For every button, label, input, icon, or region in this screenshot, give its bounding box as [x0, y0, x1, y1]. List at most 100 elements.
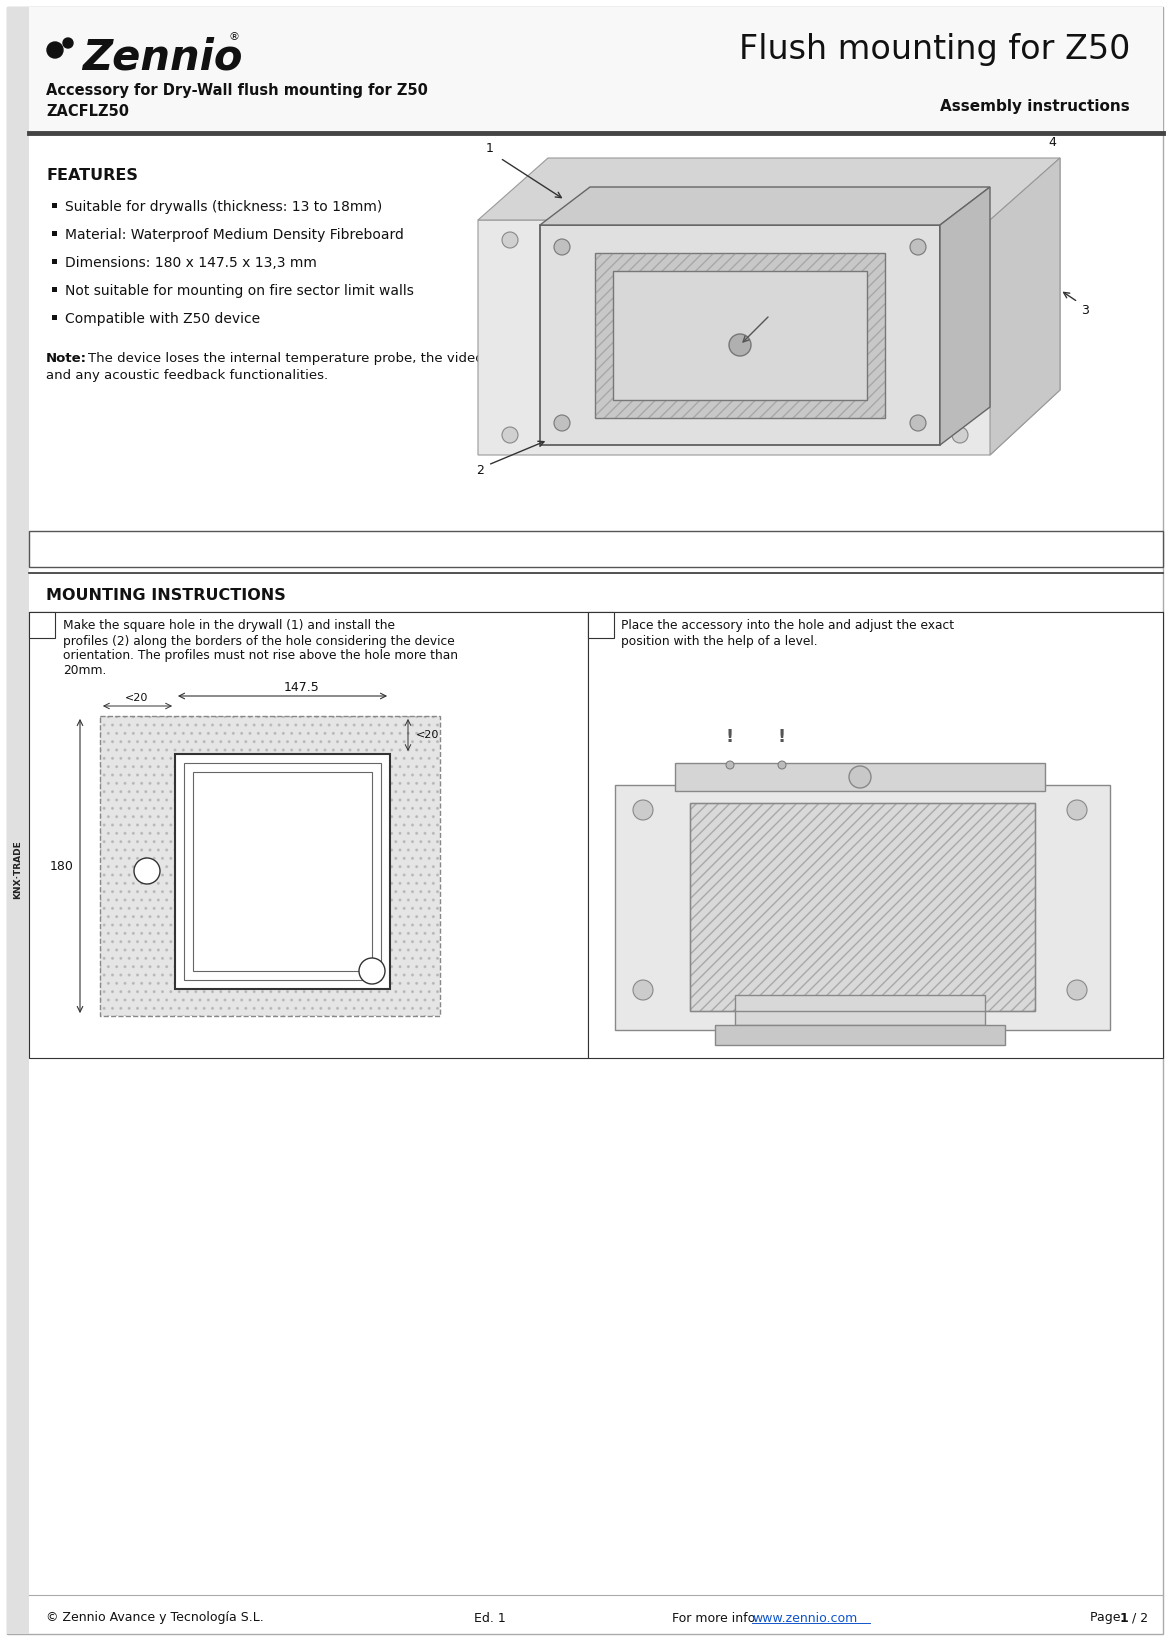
Text: Ed. 1: Ed. 1	[474, 1611, 505, 1625]
Text: ®: ®	[228, 33, 239, 43]
Circle shape	[910, 240, 925, 254]
Bar	[51, 231, 57, 236]
Circle shape	[63, 38, 73, 48]
Bar	[99, 715, 440, 1016]
Circle shape	[135, 858, 160, 884]
Bar	[51, 203, 57, 208]
Text: Dimensions: 180 x 147.5 x 13,3 mm: Dimensions: 180 x 147.5 x 13,3 mm	[66, 256, 317, 271]
Bar	[29, 7, 1163, 135]
Text: Even surface: Even surface	[727, 543, 812, 556]
Text: 4.: 4.	[880, 543, 894, 556]
Text: Make the square hole in the drywall (1) and install the: Make the square hole in the drywall (1) …	[63, 620, 395, 632]
Text: Compatible with Z50 device: Compatible with Z50 device	[66, 312, 260, 327]
Text: © Zennio Avance y Tecnología S.L.: © Zennio Avance y Tecnología S.L.	[46, 1611, 263, 1625]
Circle shape	[778, 761, 786, 770]
Circle shape	[849, 766, 870, 788]
Text: and any acoustic feedback functionalities.: and any acoustic feedback functionalitie…	[46, 369, 328, 382]
Text: KNX·TRADE: KNX·TRADE	[14, 840, 22, 899]
Polygon shape	[940, 187, 990, 445]
Polygon shape	[479, 158, 1060, 220]
Bar	[589, 612, 1163, 1058]
Bar	[541, 225, 940, 445]
Text: 2.: 2.	[345, 543, 359, 556]
Bar	[51, 315, 57, 320]
Text: Zennio: Zennio	[82, 38, 242, 79]
Text: Page.: Page.	[1090, 1611, 1129, 1625]
Text: Note:: Note:	[46, 353, 87, 364]
Text: 20mm.: 20mm.	[63, 665, 106, 678]
Text: www.zennio.com: www.zennio.com	[752, 1611, 858, 1625]
Text: !: !	[778, 729, 786, 747]
Text: FEATURES: FEATURES	[46, 169, 138, 184]
Bar	[51, 259, 57, 264]
Bar	[690, 802, 1035, 1011]
Text: 2: 2	[597, 619, 606, 632]
Text: 1: 1	[369, 967, 376, 976]
Bar	[7, 7, 29, 1634]
Text: Suitable for drywalls (thickness: 13 to 18mm): Suitable for drywalls (thickness: 13 to …	[66, 200, 383, 213]
Text: Orientation mark: Orientation mark	[896, 543, 1010, 556]
Bar	[675, 763, 1045, 791]
Text: ZACFLZ50: ZACFLZ50	[46, 103, 129, 118]
Circle shape	[555, 240, 570, 254]
Bar	[589, 612, 614, 638]
Bar	[99, 715, 440, 1016]
Bar	[51, 287, 57, 292]
Text: 3.: 3.	[710, 543, 724, 556]
Text: position with the help of a level.: position with the help of a level.	[621, 635, 818, 648]
Text: profiles (2) along the borders of the hole considering the device: profiles (2) along the borders of the ho…	[63, 635, 455, 648]
Text: Flush mounting for Z50: Flush mounting for Z50	[738, 33, 1130, 67]
Bar	[613, 271, 867, 400]
Bar	[615, 784, 1110, 1031]
Polygon shape	[990, 158, 1060, 455]
Bar	[690, 802, 1035, 1011]
Bar	[735, 994, 985, 1026]
Text: 2: 2	[144, 866, 151, 876]
Text: 3: 3	[1081, 304, 1089, 317]
Text: 4: 4	[1048, 136, 1057, 149]
Text: Place the accessory into the hole and adjust the exact: Place the accessory into the hole and ad…	[621, 620, 954, 632]
Circle shape	[47, 43, 63, 57]
Circle shape	[727, 761, 734, 770]
Text: 1: 1	[486, 141, 494, 154]
Bar	[29, 612, 55, 638]
Circle shape	[1067, 801, 1087, 820]
Text: 147.5: 147.5	[284, 681, 319, 694]
Text: Not suitable for mounting on fire sector limit walls: Not suitable for mounting on fire sector…	[66, 284, 414, 299]
Bar	[715, 1026, 1005, 1045]
Circle shape	[910, 415, 925, 432]
Text: 1.: 1.	[55, 543, 69, 556]
Text: orientation. The profiles must not rise above the hole more than: orientation. The profiles must not rise …	[63, 650, 457, 663]
Circle shape	[1067, 980, 1087, 999]
Bar	[29, 612, 589, 1058]
Text: MOUNTING INSTRUCTIONS: MOUNTING INSTRUCTIONS	[46, 587, 285, 602]
Bar	[29, 532, 1163, 568]
Bar	[184, 763, 381, 980]
Circle shape	[502, 231, 518, 248]
Text: 180: 180	[50, 860, 74, 873]
Text: 2: 2	[476, 463, 484, 476]
Circle shape	[555, 415, 570, 432]
Bar	[176, 753, 390, 990]
Text: For more info: For more info	[672, 1611, 759, 1625]
Text: 1: 1	[37, 619, 47, 632]
Circle shape	[359, 958, 385, 985]
Circle shape	[952, 427, 968, 443]
Text: Auxiliary mounting part (disposable): Auxiliary mounting part (disposable)	[362, 543, 605, 556]
Circle shape	[502, 427, 518, 443]
Text: Accessory for Dry-Wall flush mounting for Z50: Accessory for Dry-Wall flush mounting fo…	[46, 84, 428, 98]
Circle shape	[729, 335, 751, 356]
Text: Assembly instructions: Assembly instructions	[941, 98, 1130, 113]
Text: 1: 1	[1120, 1611, 1129, 1625]
Bar	[596, 253, 885, 418]
Bar	[193, 771, 372, 971]
Text: Material: Waterproof Medium Density Fibreboard: Material: Waterproof Medium Density Fibr…	[66, 228, 404, 241]
Polygon shape	[541, 187, 990, 225]
Bar	[99, 715, 440, 1016]
Circle shape	[633, 801, 653, 820]
Polygon shape	[479, 158, 1060, 455]
Bar	[596, 253, 885, 418]
Text: Flush mounting accessory: Flush mounting accessory	[71, 543, 245, 556]
Circle shape	[633, 980, 653, 999]
Text: The device loses the internal temperature probe, the video intercom: The device loses the internal temperatur…	[88, 353, 548, 364]
